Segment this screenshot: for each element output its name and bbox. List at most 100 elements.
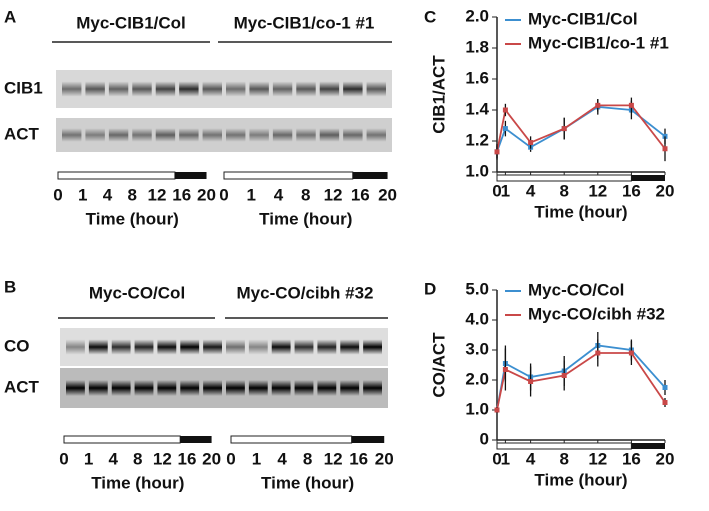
band xyxy=(134,339,154,355)
band xyxy=(111,339,131,355)
dark-bar xyxy=(631,443,665,449)
x-tick-label: 8 xyxy=(559,181,568,200)
band xyxy=(180,339,200,355)
band xyxy=(62,81,82,97)
band xyxy=(319,128,340,142)
marker xyxy=(502,126,508,132)
time-tick-label: 16 xyxy=(351,185,370,204)
time-tick-label: 0 xyxy=(226,449,235,468)
dark-bar xyxy=(631,175,665,181)
marker xyxy=(528,379,534,384)
time-axis-label: Time (hour) xyxy=(91,473,184,492)
band xyxy=(343,128,363,142)
x-tick-label: 4 xyxy=(526,449,536,468)
x-tick-label: 16 xyxy=(622,181,641,200)
marker xyxy=(502,107,508,113)
series-line xyxy=(496,104,666,153)
blot-bg xyxy=(60,368,388,408)
band xyxy=(132,81,152,97)
band xyxy=(155,128,176,142)
y-tick-label: 1.4 xyxy=(465,99,489,118)
band xyxy=(226,81,246,97)
time-tick-label: 20 xyxy=(202,449,221,468)
band xyxy=(85,128,105,142)
marker xyxy=(502,367,508,372)
row-label: CIB1 xyxy=(4,78,43,97)
band xyxy=(226,380,245,396)
series-line xyxy=(496,352,666,411)
time-tick-label: 4 xyxy=(274,185,284,204)
band xyxy=(294,380,314,396)
marker xyxy=(628,102,634,108)
marker xyxy=(662,400,668,405)
band xyxy=(88,339,108,355)
time-tick-label: 8 xyxy=(133,449,142,468)
band xyxy=(271,380,291,396)
y-tick-label: 0 xyxy=(480,429,489,448)
band xyxy=(108,128,129,142)
y-tick-label: 4.0 xyxy=(465,309,489,328)
group-label: Myc-CIB1/co-1 #1 xyxy=(234,13,375,32)
band xyxy=(203,380,222,396)
x-tick-label: 1 xyxy=(501,181,510,200)
band xyxy=(108,81,129,97)
band xyxy=(155,81,176,97)
time-tick-label: 4 xyxy=(108,449,118,468)
band xyxy=(111,380,131,396)
dark-bar xyxy=(180,436,212,443)
legend-label: Myc-CO/cibh #32 xyxy=(528,304,665,323)
x-tick-label: 1 xyxy=(501,449,510,468)
x-tick-label: 20 xyxy=(656,449,675,468)
band xyxy=(226,128,246,142)
time-tick-label: 20 xyxy=(378,185,397,204)
time-tick-label: 0 xyxy=(53,185,62,204)
band xyxy=(66,380,85,396)
x-tick-label: 0 xyxy=(492,449,501,468)
dark-bar xyxy=(351,436,385,443)
band xyxy=(248,380,268,396)
x-tick-label: 12 xyxy=(588,449,607,468)
marker xyxy=(628,350,634,356)
marker xyxy=(595,102,601,108)
band xyxy=(85,81,105,97)
x-tick-label: 12 xyxy=(588,181,607,200)
legend-label: Myc-CIB1/Col xyxy=(528,9,638,28)
y-tick-label: 3.0 xyxy=(465,339,489,358)
y-axis-title: CIB1/ACT xyxy=(429,55,448,134)
band xyxy=(179,128,199,142)
panel-letter: C xyxy=(424,7,436,26)
time-tick-label: 1 xyxy=(252,449,261,468)
panel-letter: A xyxy=(4,7,16,26)
marker xyxy=(561,126,567,132)
time-tick-label: 4 xyxy=(103,185,113,204)
time-tick-label: 12 xyxy=(153,449,172,468)
band xyxy=(296,128,316,142)
band xyxy=(319,81,340,97)
time-tick-label: 20 xyxy=(375,449,394,468)
light-bar xyxy=(57,171,176,180)
band xyxy=(271,339,291,355)
time-tick-label: 8 xyxy=(128,185,137,204)
band xyxy=(249,81,269,97)
x-tick-label: 20 xyxy=(656,181,675,200)
light-bar xyxy=(63,435,181,444)
time-tick-label: 8 xyxy=(303,449,312,468)
band xyxy=(203,339,222,355)
time-tick-label: 0 xyxy=(59,449,68,468)
blot-bg xyxy=(56,118,392,152)
time-tick-label: 12 xyxy=(324,185,343,204)
band xyxy=(317,339,337,355)
marker xyxy=(494,407,500,413)
panel-letter: D xyxy=(424,279,436,298)
marker xyxy=(595,350,601,356)
band xyxy=(343,81,363,97)
band xyxy=(366,81,386,97)
dark-bar xyxy=(174,172,207,179)
y-tick-label: 1.6 xyxy=(465,68,489,87)
band xyxy=(366,128,386,142)
time-tick-label: 12 xyxy=(324,449,343,468)
time-tick-label: 20 xyxy=(197,185,216,204)
x-axis-title: Time (hour) xyxy=(534,470,627,489)
group-label: Myc-CO/Col xyxy=(89,283,185,302)
blot-bg xyxy=(56,70,392,108)
